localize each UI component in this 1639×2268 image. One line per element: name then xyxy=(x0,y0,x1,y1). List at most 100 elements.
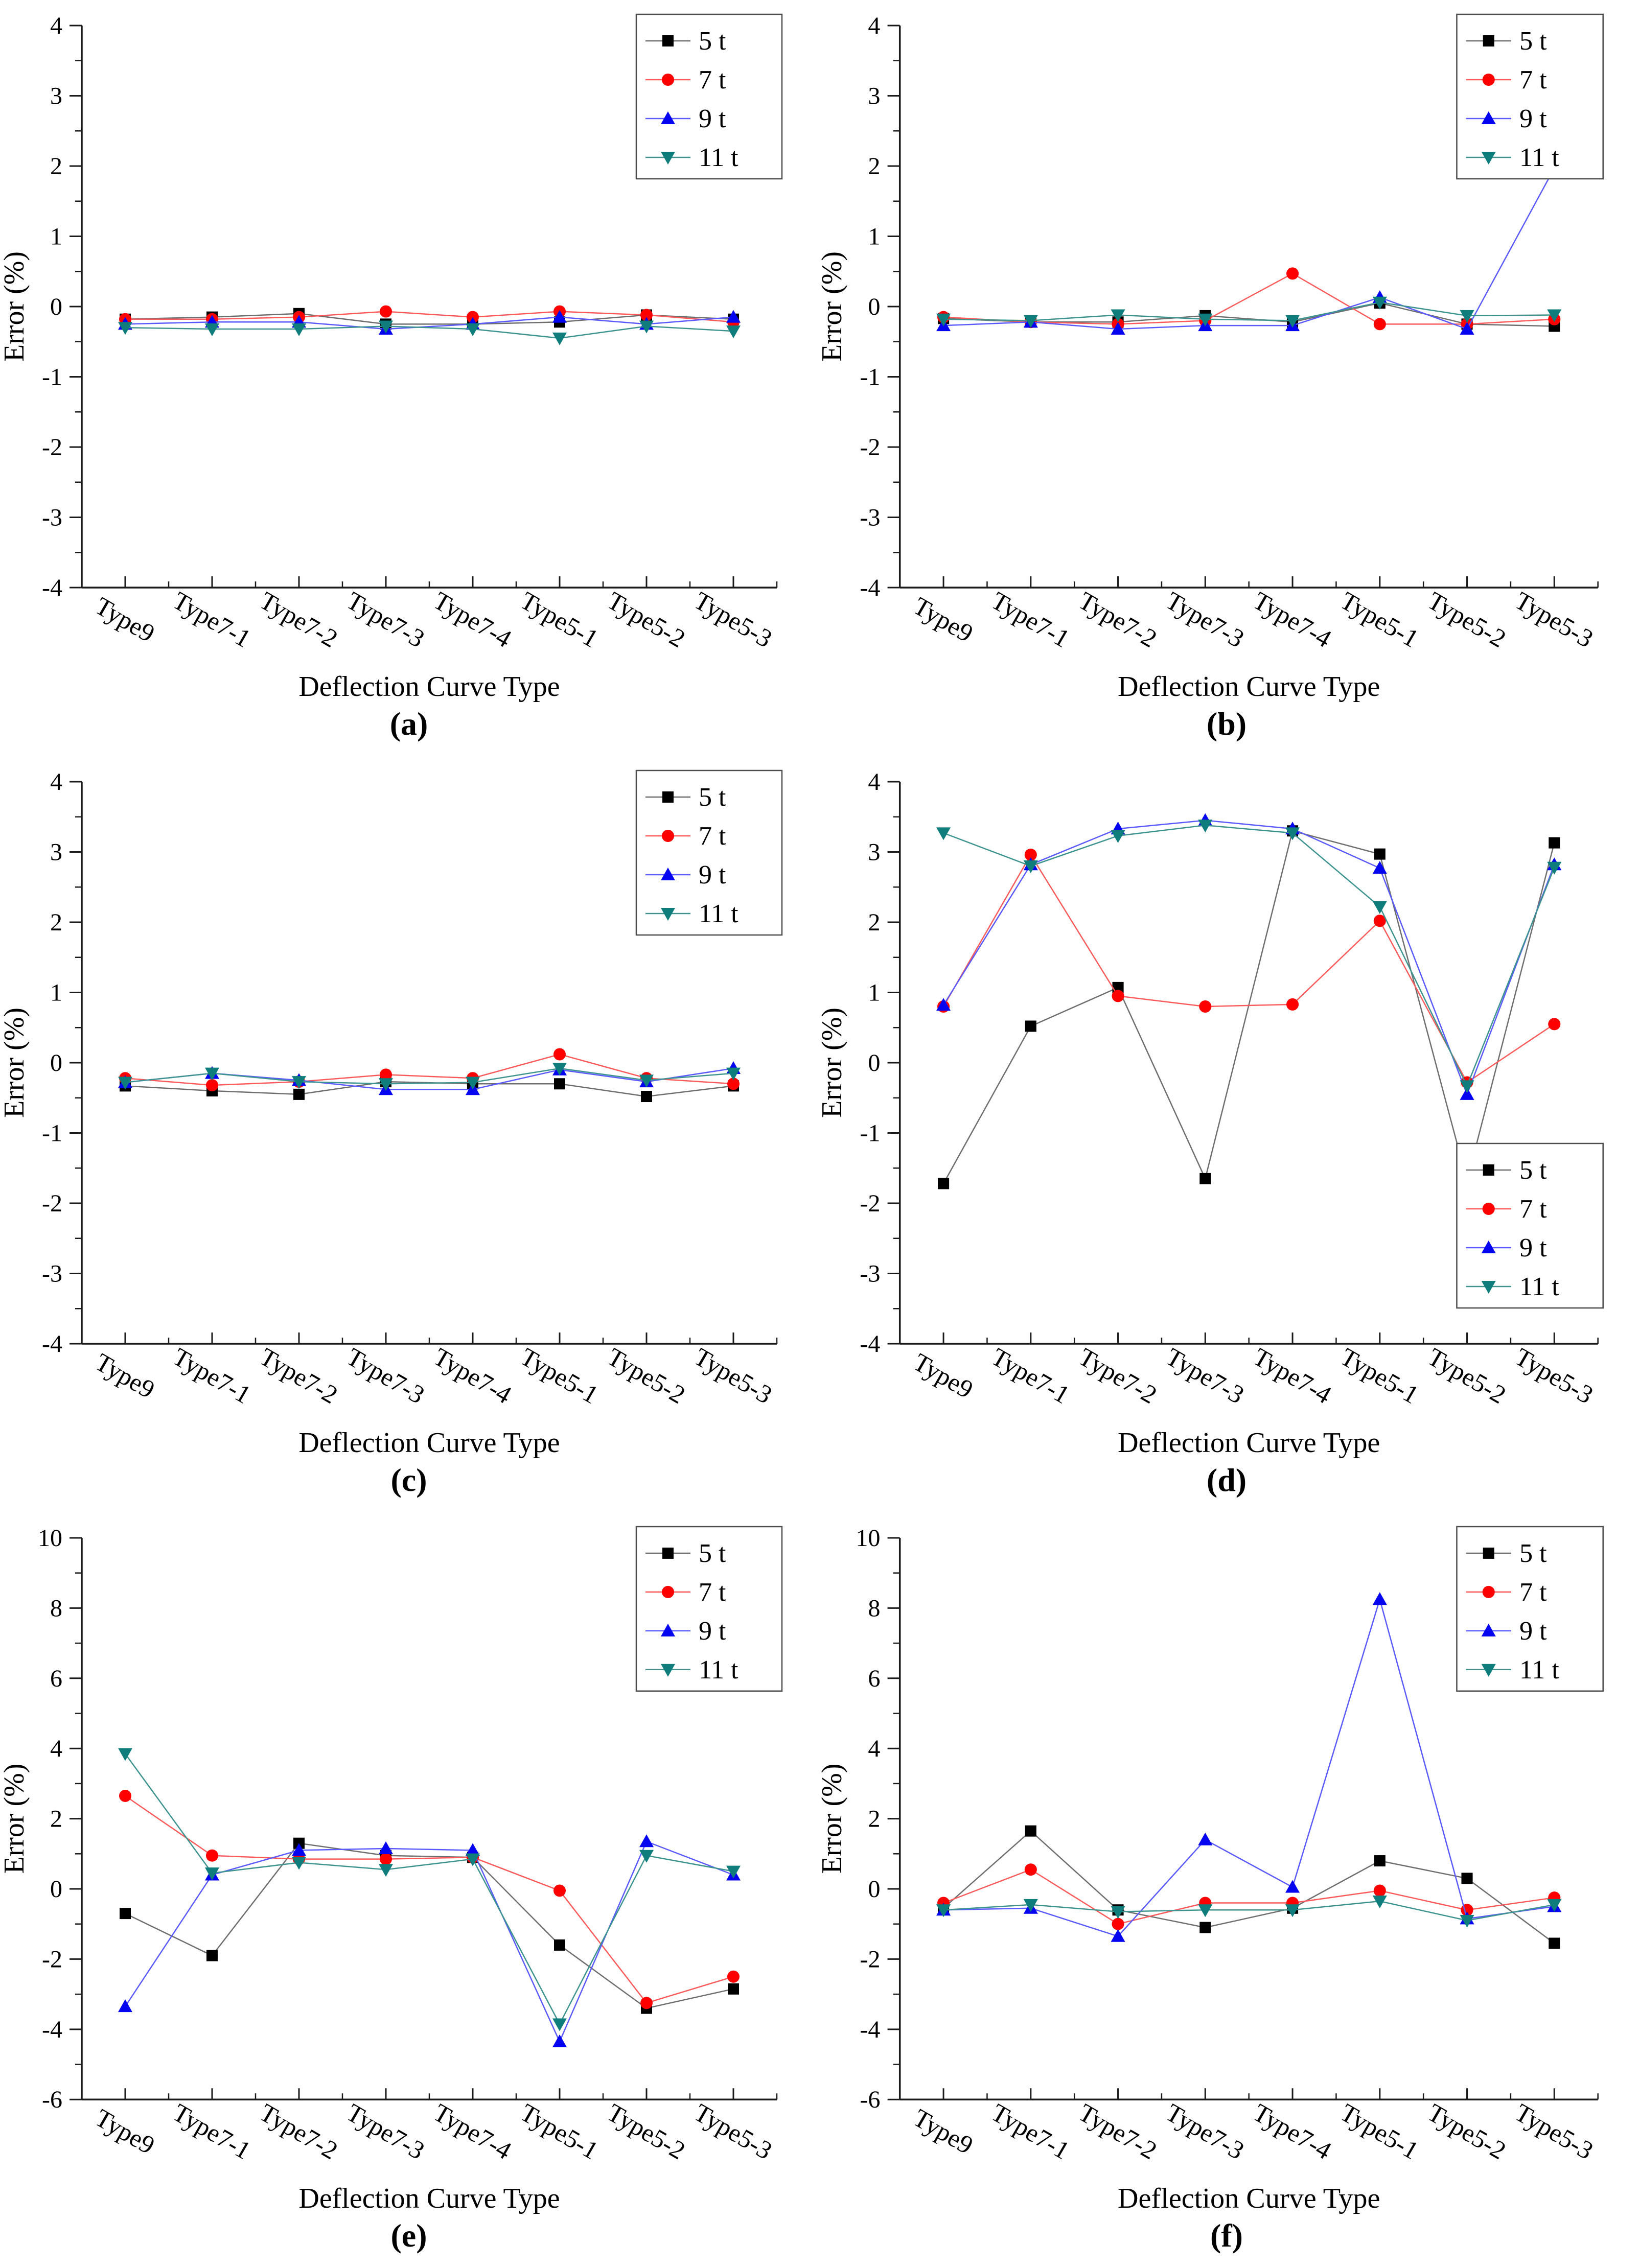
legend-triangle-down-marker xyxy=(661,152,675,165)
square-marker xyxy=(1549,1937,1560,1949)
triangle-down-marker xyxy=(466,323,480,336)
triangle-down-marker xyxy=(1023,315,1038,328)
legend-square-marker xyxy=(1483,1164,1494,1176)
triangle-down-marker xyxy=(1460,1914,1474,1928)
y-axis-ticks: -6 -4 -2 0 2 4 6 8 10 xyxy=(38,1525,82,2113)
y-tick-label: 1 xyxy=(868,979,880,1007)
legend-label: 11 t xyxy=(699,1655,738,1685)
chart-panel-e: -6 -4 -2 0 2 4 6 8 10 Type9 Type7-1 Type7-2 Type7-3 T… xyxy=(0,1512,818,2268)
x-axis-ticks xyxy=(899,1332,1599,1344)
y-tick-label: 6 xyxy=(868,1665,880,1692)
legend-label: 11 t xyxy=(1519,143,1559,172)
x-tick-label: Type9 xyxy=(90,2103,160,2160)
circle-marker xyxy=(1112,1918,1124,1930)
triangle-up-marker xyxy=(1460,322,1474,335)
y-tick-label: -4 xyxy=(42,1330,62,1358)
legend-label: 7 t xyxy=(1519,1195,1547,1224)
x-tick-label: Type9 xyxy=(909,2103,978,2159)
triangle-down-marker xyxy=(466,1853,480,1866)
triangle-down-marker xyxy=(1460,310,1474,323)
y-tick-label: -1 xyxy=(860,1120,880,1147)
series-11-t xyxy=(118,1063,741,1091)
triangle-down-marker xyxy=(205,1067,219,1081)
legend-circle-marker xyxy=(1482,74,1495,86)
triangle-down-marker xyxy=(639,320,654,334)
y-tick-label: -4 xyxy=(860,1330,880,1358)
legend-triangle-down-marker xyxy=(661,908,675,921)
triangle-down-marker xyxy=(118,1748,132,1761)
circle-marker xyxy=(380,305,392,318)
panel-letter-b: (b) xyxy=(1206,706,1247,742)
triangle-down-marker xyxy=(639,1850,654,1863)
x-tick-label: Type7-4 xyxy=(429,2098,517,2165)
square-marker xyxy=(554,1078,565,1090)
legend: 5 t 7 t 9 t 11 t xyxy=(635,13,783,180)
triangle-up-marker xyxy=(1285,1880,1300,1893)
square-marker xyxy=(1461,1873,1473,1884)
series-11-t xyxy=(936,296,1562,328)
y-tick-label: 3 xyxy=(50,83,62,110)
legend-triangle-up-marker xyxy=(1481,1623,1496,1636)
y-tick-label: 8 xyxy=(868,1595,880,1622)
legend: 5 t 7 t 9 t 11 t xyxy=(1456,13,1604,180)
x-tick-labels: Type9 Type7-1Type7-2Type7-3Type7-4Type5-1… xyxy=(909,586,1598,653)
triangle-down-marker xyxy=(1285,827,1300,840)
panel-letter-f: (f) xyxy=(1210,2217,1243,2254)
triangle-up-marker xyxy=(1111,322,1125,335)
y-tick-label: 2 xyxy=(868,1806,880,1833)
triangle-up-marker xyxy=(1372,1592,1387,1605)
circle-marker xyxy=(206,1849,218,1862)
circle-marker xyxy=(1199,1000,1212,1013)
x-tick-label: Type5-1 xyxy=(516,2098,604,2165)
x-tick-label: Type7-4 xyxy=(429,586,517,653)
triangle-up-marker xyxy=(1460,1087,1474,1100)
x-axis-title: Deflection Curve Type xyxy=(1118,1427,1380,1459)
legend-triangle-down-marker xyxy=(661,1664,675,1677)
x-tick-label: Type5-1 xyxy=(516,586,604,653)
y-tick-label: 0 xyxy=(50,1049,62,1077)
panel-letter-c: (c) xyxy=(390,1462,427,1498)
legend-triangle-down-marker xyxy=(1481,1664,1496,1677)
circle-marker xyxy=(119,1789,131,1802)
x-tick-labels: Type9 Type7-1Type7-2Type7-3Type7-4Type5-1… xyxy=(90,1342,777,1409)
legend-circle-marker xyxy=(662,830,674,842)
x-tick-label: Type5-2 xyxy=(603,1342,690,1409)
series-line xyxy=(942,853,1555,1084)
circle-marker xyxy=(1548,1018,1561,1031)
y-axis-ticks: -4 -3 -2 -1 0 1 2 3 4 xyxy=(42,768,82,1358)
x-tick-label: Type7-2 xyxy=(255,2098,343,2165)
circle-marker xyxy=(380,1853,392,1865)
triangle-down-marker xyxy=(1198,313,1213,326)
chart-panel-a: -4 -3 -2 -1 0 1 2 3 4 Type9 Type7-1 Type7-2 Type7-3 T… xyxy=(0,0,818,756)
series-line xyxy=(125,1842,734,2009)
legend-label: 7 t xyxy=(699,822,726,851)
legend-label: 7 t xyxy=(1519,65,1547,95)
x-tick-label: Type5-3 xyxy=(1510,2098,1598,2165)
x-tick-label: Type5-1 xyxy=(1335,1342,1423,1409)
triangle-down-marker xyxy=(1372,1896,1387,1909)
panel-letter-a: (a) xyxy=(389,706,428,742)
legend-label: 9 t xyxy=(699,104,726,133)
square-marker xyxy=(1199,1173,1211,1184)
y-tick-label: 4 xyxy=(868,12,880,39)
x-tick-labels: Type9 Type7-1Type7-2Type7-3Type7-4Type5-1… xyxy=(909,1342,1598,1409)
triangle-down-marker xyxy=(1547,309,1562,322)
square-marker xyxy=(641,1091,652,1102)
triangle-down-marker xyxy=(726,325,741,339)
triangle-down-marker xyxy=(205,1867,219,1881)
x-tick-label: Type7-3 xyxy=(342,1342,430,1409)
y-tick-label: 4 xyxy=(50,1735,62,1762)
triangle-down-marker xyxy=(1198,1904,1213,1918)
y-axis-title: Error (%) xyxy=(0,1764,30,1874)
y-tick-label: -6 xyxy=(42,2086,62,2113)
x-tick-label: Type7-2 xyxy=(255,1342,343,1409)
legend-circle-marker xyxy=(662,1585,674,1598)
series-line xyxy=(943,1597,1555,1937)
triangle-down-marker xyxy=(936,313,951,326)
circle-marker xyxy=(553,1048,566,1061)
triangle-up-marker xyxy=(726,310,741,323)
series-line xyxy=(124,1753,734,2026)
y-tick-label: 3 xyxy=(868,83,880,110)
triangle-down-marker xyxy=(379,1864,393,1877)
x-tick-label: Type7-3 xyxy=(342,586,430,653)
